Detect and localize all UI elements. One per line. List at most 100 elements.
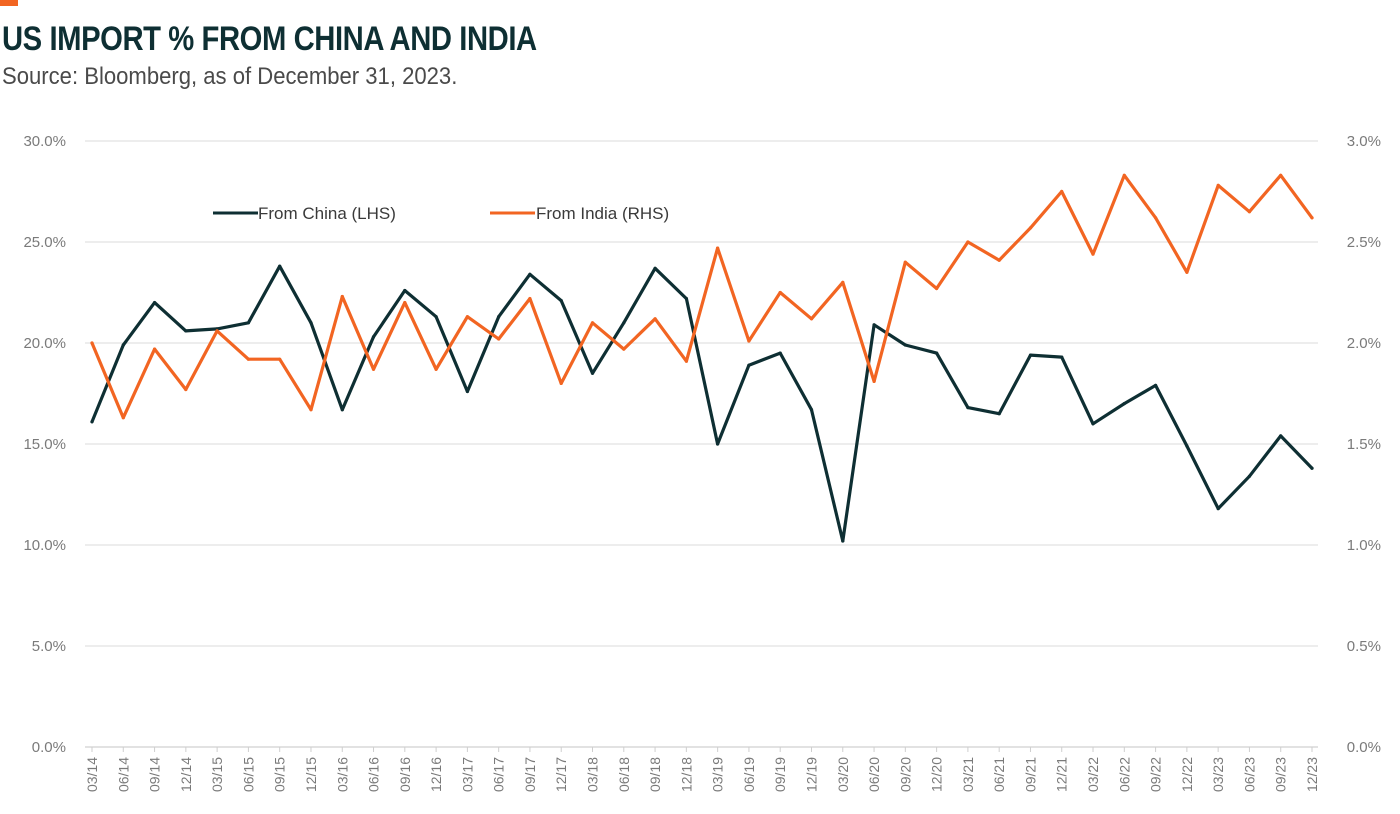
data-point-india (1060, 189, 1064, 194)
data-point-india (935, 286, 939, 291)
data-point-india (653, 317, 657, 321)
x-tick-label: 03/17 (459, 757, 475, 792)
gridlines (85, 140, 1318, 748)
data-point-china (340, 408, 344, 412)
y-right-tick-label: 0.5% (1347, 638, 1381, 655)
data-point-india (1216, 183, 1220, 187)
data-point-india (1122, 173, 1126, 177)
y-left-tick-label: 10.0% (23, 537, 66, 554)
data-point-china (841, 539, 845, 543)
x-tick-label: 06/14 (115, 757, 131, 792)
x-axis: 03/14 06/14 09/14 12/14 03/15 06/15 09/15 12/15… (84, 747, 1320, 792)
x-tick-label: 03/22 (1085, 757, 1101, 792)
y-left-tick-label: 20.0% (23, 335, 66, 352)
x-tick-label: 12/20 (929, 757, 945, 792)
x-tick-label: 03/14 (84, 757, 100, 792)
data-point-china (653, 266, 657, 270)
data-point-china (1028, 353, 1033, 357)
data-point-china (1060, 355, 1064, 359)
data-point-india (184, 387, 188, 392)
data-point-india (1185, 270, 1189, 274)
data-point-china (997, 412, 1001, 416)
data-point-india (371, 367, 376, 371)
x-tick-label: 09/20 (897, 757, 913, 792)
data-point-india (246, 357, 250, 361)
data-point-india (747, 339, 751, 343)
data-point-india (997, 258, 1001, 262)
data-point-india (872, 379, 876, 383)
data-point-china (1310, 466, 1314, 470)
data-point-india (215, 329, 219, 333)
data-point-india (590, 321, 595, 325)
x-tick-label: 09/17 (522, 757, 538, 792)
data-point-india (903, 260, 907, 264)
x-tick-label: 03/20 (835, 757, 851, 792)
data-point-china (1216, 507, 1220, 511)
x-tick-label: 06/16 (366, 757, 382, 792)
data-point-china (121, 343, 125, 347)
y-left-tick-label: 0.0% (32, 739, 66, 756)
y-right-tick-label: 1.0% (1347, 537, 1381, 554)
data-point-china (528, 272, 532, 276)
y-right-tick-label: 0.0% (1347, 739, 1381, 756)
data-point-india (1247, 210, 1251, 214)
data-point-india (966, 240, 970, 244)
legend: From China (LHS) From India (RHS) (213, 204, 669, 223)
data-point-india (90, 341, 94, 345)
x-tick-label: 12/18 (678, 757, 694, 792)
data-point-india (1279, 173, 1283, 177)
data-point-china (1247, 474, 1251, 478)
data-point-china (747, 363, 751, 367)
x-tick-label: 12/17 (553, 757, 569, 792)
x-tick-label: 12/15 (303, 757, 319, 792)
x-tick-label: 09/22 (1148, 757, 1164, 792)
y-left-tick-label: 30.0% (23, 133, 66, 150)
x-tick-label: 03/21 (960, 757, 976, 792)
data-point-china (1091, 422, 1095, 426)
data-point-india (841, 280, 845, 284)
x-tick-label: 09/23 (1273, 757, 1289, 792)
x-tick-label: 03/19 (710, 757, 726, 792)
x-tick-label: 06/20 (866, 757, 882, 792)
data-point-china (966, 406, 970, 410)
y-right-tick-label: 2.5% (1347, 234, 1381, 251)
data-point-india (309, 408, 313, 412)
x-tick-label: 12/16 (428, 757, 444, 792)
data-point-india (778, 290, 782, 295)
data-point-china (1154, 383, 1158, 387)
data-point-china (1279, 434, 1283, 438)
data-point-india (497, 337, 501, 341)
x-tick-label: 12/22 (1179, 757, 1195, 792)
data-point-india (1310, 216, 1314, 220)
data-point-china (716, 442, 720, 446)
data-point-china (935, 351, 939, 355)
x-tick-label: 06/22 (1116, 757, 1132, 792)
y-left-tick-label: 15.0% (23, 436, 66, 453)
x-tick-label: 03/16 (334, 757, 350, 792)
x-tick-label: 06/19 (741, 757, 757, 792)
data-point-china (497, 315, 501, 319)
data-point-india (153, 347, 157, 351)
series-line-india (90, 173, 1314, 420)
data-point-china (903, 343, 907, 347)
data-point-india (1154, 216, 1158, 220)
x-tick-label: 06/23 (1241, 757, 1257, 792)
x-tick-label: 03/23 (1210, 757, 1226, 792)
x-tick-label: 06/17 (491, 757, 507, 792)
x-tick-label: 06/21 (991, 757, 1007, 792)
y-left-tick-label: 5.0% (32, 638, 66, 655)
x-tick-label: 09/18 (647, 757, 663, 792)
x-tick-label: 12/14 (178, 757, 194, 792)
x-tick-label: 09/14 (147, 757, 163, 792)
data-point-india (340, 294, 344, 299)
data-point-india (559, 381, 563, 385)
legend-label-china: From China (LHS) (258, 204, 396, 223)
x-tick-label: 12/23 (1304, 757, 1320, 792)
left-axis: 0.0% 5.0% 10.0% 15.0% 20.0% 25.0% 30.0% (23, 133, 66, 756)
data-point-india (1091, 252, 1095, 256)
chart-subtitle: Source: Bloomberg, as of December 31, 20… (2, 63, 458, 90)
data-point-india (121, 416, 125, 420)
data-point-china (184, 329, 188, 333)
data-point-china (371, 335, 376, 339)
